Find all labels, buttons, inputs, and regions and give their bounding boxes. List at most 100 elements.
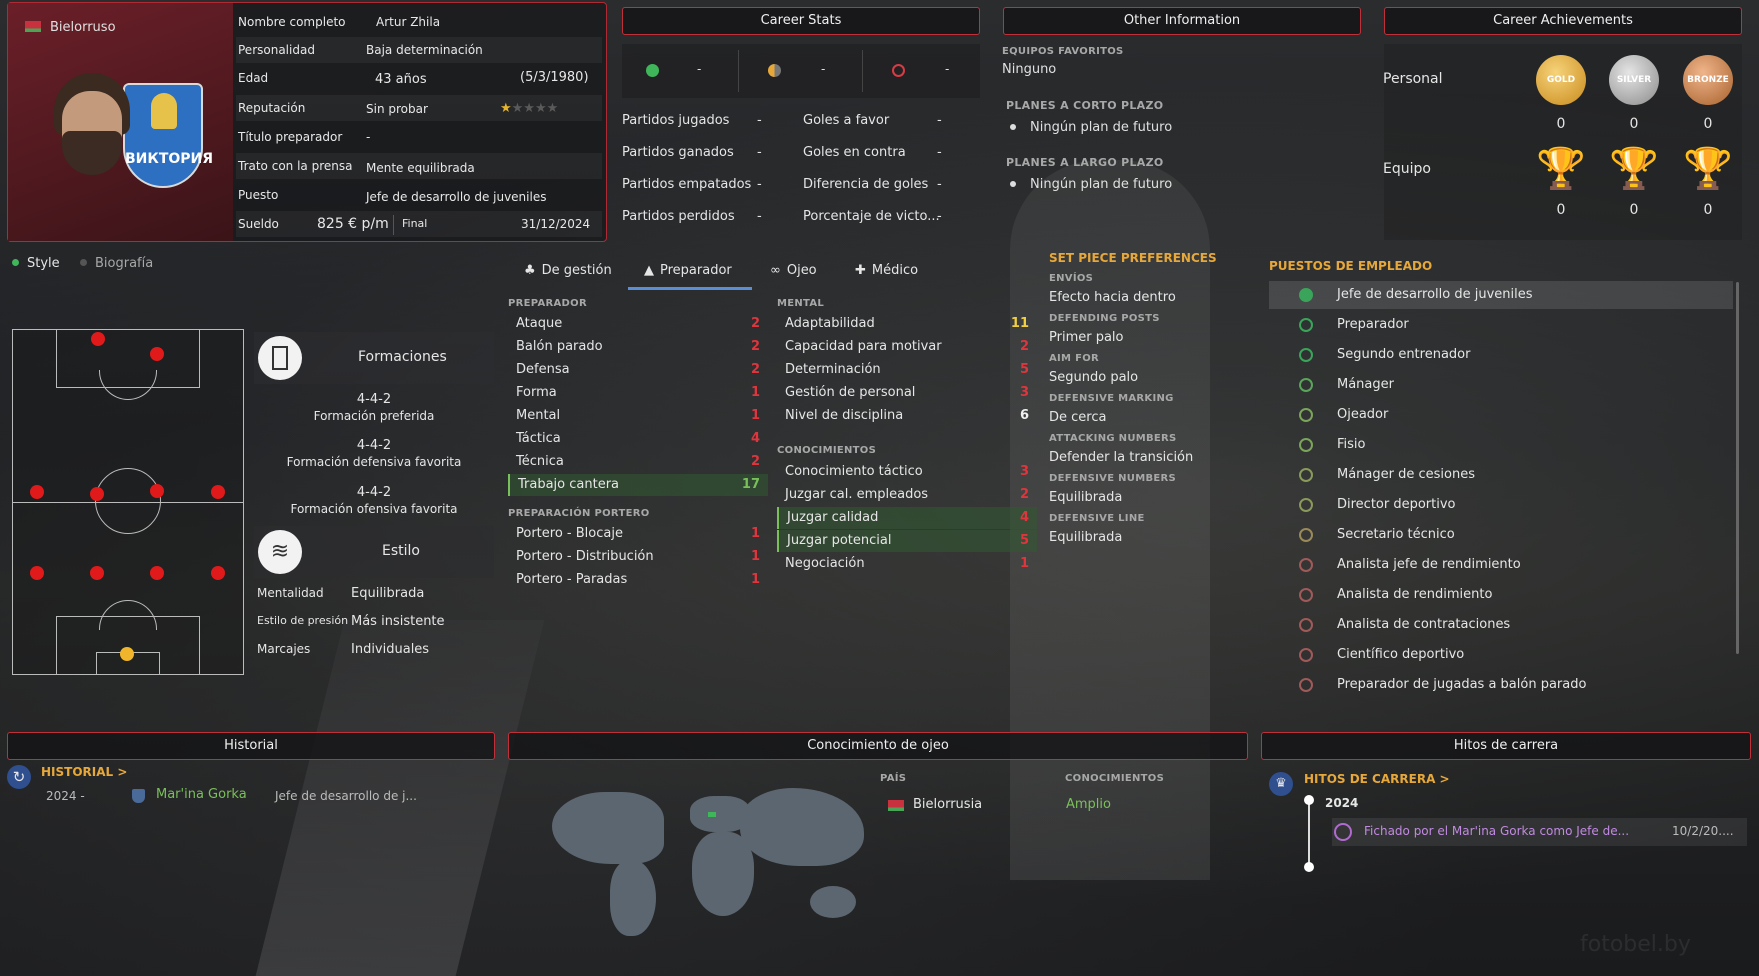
role-label: Director deportivo [1337, 497, 1456, 512]
set-piece-label: ENVÍOS [1049, 273, 1094, 284]
inactive-dot-icon [80, 259, 87, 266]
contract-final-value: 31/12/2024 [521, 217, 591, 231]
scout-knowledge-header: Conocimiento de ojeo [508, 732, 1248, 760]
role-suitability-icon [1299, 378, 1313, 392]
history-header: Historial [7, 732, 495, 760]
stat-label: Partidos ganados [622, 145, 734, 160]
role-label: Ojeador [1337, 407, 1389, 422]
reputation-stars: ★★★★★ [500, 98, 558, 120]
stat-label: Goles en contra [803, 145, 906, 160]
role-item[interactable]: Ojeador [1269, 401, 1733, 429]
set-piece-label: ATTACKING NUMBERS [1049, 433, 1177, 444]
set-piece-label: DEFENSIVE LINE [1049, 513, 1145, 524]
attribute-value: 4 [750, 431, 760, 446]
player-dot [211, 485, 225, 499]
info-value: Mente equilibrada [366, 161, 475, 175]
mental-section-header: MENTAL [777, 298, 825, 309]
role-item[interactable]: Analista de contrataciones [1269, 611, 1733, 639]
role-label: Mánager [1337, 377, 1394, 392]
role-label: Analista de rendimiento [1337, 587, 1493, 602]
dna-icon: ≋ [258, 530, 302, 574]
attribute-value: 3 [1019, 385, 1029, 400]
attribute-value: 2 [750, 362, 760, 377]
pitch-center-circle [95, 468, 161, 534]
attribute-row-highlighted: Juzgar potencial 5 [777, 530, 1037, 552]
avatar-beard [62, 131, 122, 175]
tab-coach[interactable]: ▲ Preparador [628, 256, 752, 290]
stat-value: - [937, 177, 942, 192]
info-row-bg [236, 95, 602, 121]
profile-card: Bielorruso ВИКТОРИЯ Nombre completo Artu… [7, 2, 607, 242]
set-piece-value: Efecto hacia dentro [1049, 290, 1176, 305]
contract-final-label: Final [402, 217, 428, 230]
role-item[interactable]: Mánager de cesiones [1269, 461, 1733, 489]
club-crest-icon: ВИКТОРИЯ [123, 83, 213, 188]
role-suitability-icon [1299, 288, 1313, 302]
milestone-text: Fichado por el Mar'ina Gorka como Jefe d… [1364, 824, 1630, 838]
personal-count: 0 [1556, 116, 1566, 132]
tab-scout-label: Ojeo [786, 263, 817, 278]
set-piece-value: De cerca [1049, 410, 1107, 425]
binoculars-icon: ∞ [770, 263, 781, 278]
coach-icon: ▲ [644, 263, 654, 278]
milestone-year: 2024 [1325, 796, 1359, 810]
stat-label: Partidos perdidos [622, 209, 735, 224]
role-item[interactable]: Preparador [1269, 311, 1733, 339]
milestones-link[interactable]: HITOS DE CARRERA > [1304, 772, 1450, 786]
attribute-label: Balón parado [516, 339, 603, 354]
milestone-entry[interactable]: Fichado por el Mar'ina Gorka como Jefe d… [1332, 818, 1747, 846]
role-item[interactable]: Segundo entrenador [1269, 341, 1733, 369]
attribute-label: Conocimiento táctico [785, 464, 923, 479]
attribute-value: 2 [1019, 487, 1029, 502]
refresh-icon[interactable]: ↻ [7, 765, 31, 789]
tab-medical[interactable]: ✚ Médico [855, 256, 918, 290]
tab-biography-label: Biografía [95, 256, 154, 271]
attribute-row: Conocimiento táctico 3 [777, 461, 1037, 483]
silver-medal-icon: SILVER [1609, 55, 1659, 105]
attribute-label: Portero - Distribución [516, 549, 654, 564]
loss-dot-icon [892, 64, 905, 77]
formation-label: Formación defensiva favorita [286, 455, 462, 469]
history-role: Jefe de desarrollo de j... [275, 789, 417, 803]
map-africa [692, 832, 754, 916]
role-label: Fisio [1337, 437, 1366, 452]
history-club[interactable]: Mar'ina Gorka [156, 787, 247, 802]
attribute-label: Táctica [516, 431, 561, 446]
role-item[interactable]: Mánager [1269, 371, 1733, 399]
nationality-label: Bielorruso [50, 20, 116, 35]
tab-management[interactable]: ♣ De gestión [524, 256, 612, 290]
attribute-value: 1 [750, 572, 760, 587]
country-label: PAÍS [880, 773, 907, 784]
role-item[interactable]: Fisio [1269, 431, 1733, 459]
tab-style[interactable]: Style [12, 256, 60, 276]
role-item[interactable]: Preparador de jugadas a balón parado [1269, 671, 1733, 699]
attribute-label: Forma [516, 385, 557, 400]
attribute-label: Determinación [785, 362, 881, 377]
attribute-row: Mental 1 [508, 405, 768, 427]
other-info-header: Other Information [1003, 7, 1361, 35]
role-item[interactable]: Secretario técnico [1269, 521, 1733, 549]
attribute-row: Capacidad para motivar 2 [777, 336, 1037, 358]
roles-scrollbar[interactable] [1736, 282, 1739, 654]
role-item[interactable]: Jefe de desarrollo de juveniles [1269, 281, 1733, 309]
history-link[interactable]: HISTORIAL > [41, 765, 128, 779]
attribute-label: Juzgar calidad [787, 510, 879, 525]
role-item[interactable]: Director deportivo [1269, 491, 1733, 519]
stat-label: Partidos empatados [622, 177, 752, 192]
role-item[interactable]: Analista jefe de rendimiento [1269, 551, 1733, 579]
role-item[interactable]: Científico deportivo [1269, 641, 1733, 669]
tab-scout[interactable]: ∞ Ojeo [770, 256, 817, 290]
role-item[interactable]: Analista de rendimiento [1269, 581, 1733, 609]
map-australia [810, 886, 856, 918]
role-suitability-icon [1299, 678, 1313, 692]
crest-figure [151, 93, 177, 129]
gk-attributes: Portero - Blocaje 1 Portero - Distribució… [508, 523, 768, 603]
style-label: Estilo de presión [257, 614, 349, 627]
bullet-icon [1010, 124, 1016, 130]
tab-biography[interactable]: Biografía [80, 256, 153, 276]
attribute-value: 2 [750, 339, 760, 354]
attribute-value: 5 [1019, 533, 1029, 548]
background-monument [1010, 160, 1210, 880]
attribute-value: 3 [1019, 464, 1029, 479]
tab-medical-label: Médico [871, 263, 919, 278]
